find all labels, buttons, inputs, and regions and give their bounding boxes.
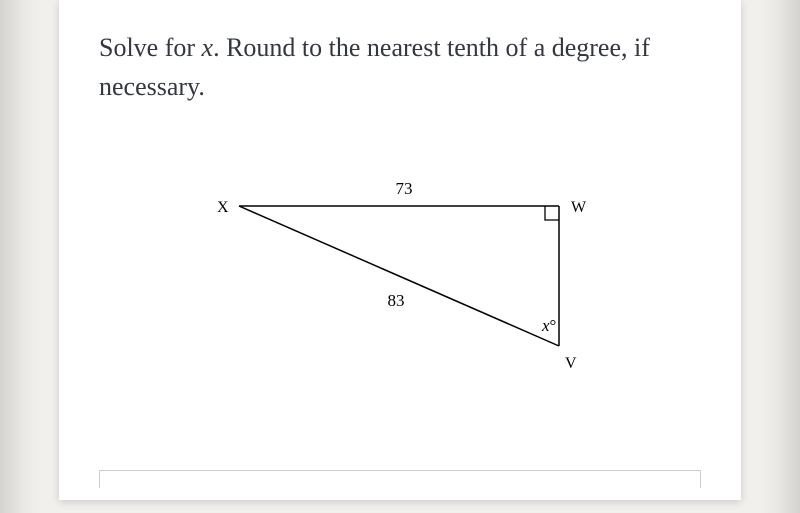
- triangle-diagram: X W V 73 83 x°: [209, 176, 609, 386]
- figure-area: X W V 73 83 x°: [99, 156, 701, 436]
- edge-xv: [239, 206, 559, 346]
- angle-label: x°: [541, 316, 556, 335]
- edge-label-xw: 73: [396, 179, 413, 198]
- problem-card: Solve for x. Round to the nearest tenth …: [59, 0, 741, 500]
- problem-variable: x: [202, 33, 214, 62]
- vertex-label-v: V: [565, 355, 577, 372]
- edge-label-xv: 83: [388, 291, 405, 310]
- vertex-label-x: X: [217, 199, 229, 216]
- right-angle-marker: [545, 206, 559, 220]
- problem-prefix: Solve for: [99, 33, 202, 62]
- answer-input-box[interactable]: [99, 470, 701, 488]
- problem-statement: Solve for x. Round to the nearest tenth …: [99, 28, 701, 106]
- vertex-label-w: W: [571, 199, 587, 216]
